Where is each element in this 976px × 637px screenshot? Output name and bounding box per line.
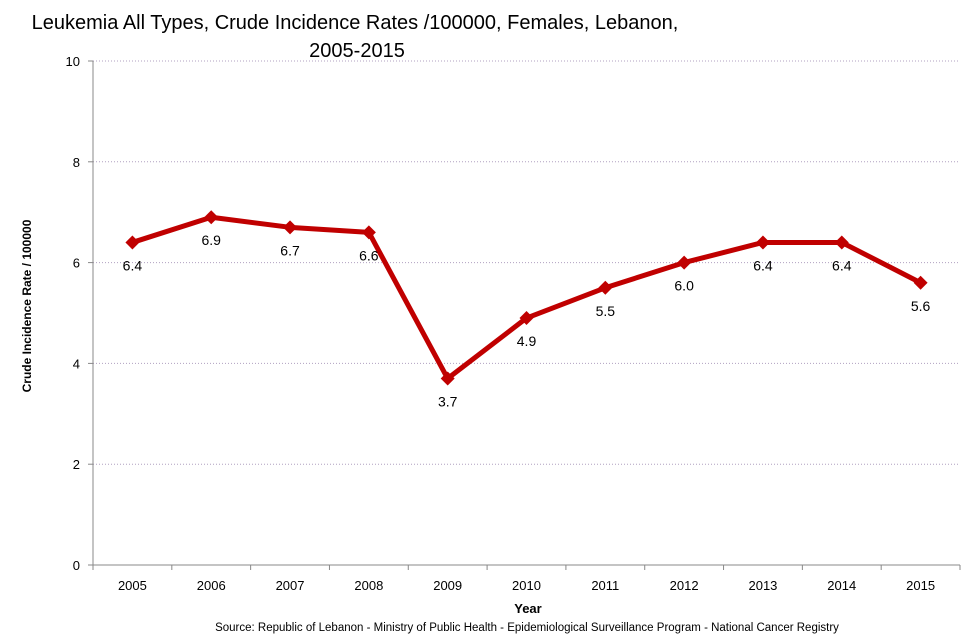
chart-title-line1: Leukemia All Types, Crude Incidence Rate…	[32, 12, 679, 34]
data-point-marker	[755, 235, 770, 250]
x-tick-label: 2007	[276, 578, 305, 593]
x-tick-label: 2012	[670, 578, 699, 593]
data-label: 6.4	[832, 257, 852, 273]
data-label: 5.6	[911, 298, 931, 314]
y-tick-label: 0	[73, 558, 80, 573]
source-note: Source: Republic of Lebanon - Ministry o…	[215, 622, 839, 634]
data-label: 6.9	[201, 232, 221, 248]
chart-title-line2: 2005-2015	[309, 40, 405, 62]
data-label: 4.9	[517, 333, 537, 349]
data-point-marker	[283, 220, 298, 235]
data-point-marker	[440, 371, 455, 386]
series-line	[131, 214, 922, 382]
data-point-marker	[834, 235, 849, 250]
data-label: 6.4	[123, 257, 143, 273]
y-tick-label: 4	[73, 356, 80, 371]
data-point-marker	[361, 225, 376, 240]
data-point-marker	[913, 275, 928, 290]
x-axis-label: Year	[514, 601, 541, 616]
y-axis-label: Crude Incidence Rate / 100000	[20, 219, 34, 392]
x-tick-label: 2006	[197, 578, 226, 593]
data-label: 3.7	[438, 394, 458, 410]
x-tick-label: 2014	[827, 578, 856, 593]
y-tick-label: 8	[73, 155, 80, 170]
data-point-marker	[598, 280, 613, 295]
x-tick-label: 2010	[512, 578, 541, 593]
data-label: 6.6	[359, 247, 379, 263]
x-tick-label: 2013	[748, 578, 777, 593]
data-label: 6.4	[753, 257, 773, 273]
data-label: 5.5	[596, 303, 616, 319]
x-tick-label: 2008	[354, 578, 383, 593]
data-point-marker	[677, 255, 692, 270]
data-label: 6.7	[280, 242, 300, 258]
x-tick-label: 2009	[433, 578, 462, 593]
x-tick-label: 2005	[118, 578, 147, 593]
y-tick-label: 10	[66, 54, 80, 69]
x-tick-label: 2011	[591, 578, 619, 593]
y-tick-label: 6	[73, 256, 80, 271]
y-tick-label: 2	[73, 457, 80, 472]
data-label: 6.0	[674, 278, 694, 294]
data-point-marker	[125, 235, 140, 250]
x-tick-label: 2015	[906, 578, 935, 593]
data-point-marker	[204, 210, 219, 225]
data-point-marker	[519, 311, 534, 326]
